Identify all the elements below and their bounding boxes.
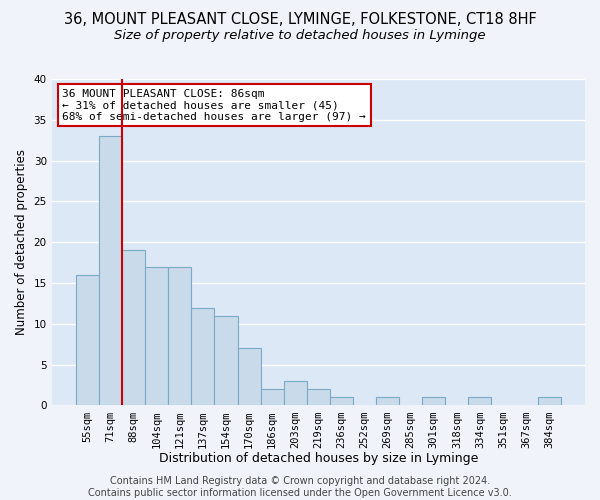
Text: 36 MOUNT PLEASANT CLOSE: 86sqm
← 31% of detached houses are smaller (45)
68% of : 36 MOUNT PLEASANT CLOSE: 86sqm ← 31% of … — [62, 89, 366, 122]
Bar — [122, 250, 145, 406]
X-axis label: Distribution of detached houses by size in Lyminge: Distribution of detached houses by size … — [158, 452, 478, 465]
Bar — [99, 136, 122, 406]
Bar — [376, 398, 399, 406]
Bar — [538, 398, 561, 406]
Bar — [307, 389, 330, 406]
Text: 36, MOUNT PLEASANT CLOSE, LYMINGE, FOLKESTONE, CT18 8HF: 36, MOUNT PLEASANT CLOSE, LYMINGE, FOLKE… — [64, 12, 536, 28]
Bar — [238, 348, 260, 406]
Y-axis label: Number of detached properties: Number of detached properties — [15, 149, 28, 335]
Bar — [76, 275, 99, 406]
Bar — [168, 266, 191, 406]
Bar — [284, 381, 307, 406]
Bar — [191, 308, 214, 406]
Text: Size of property relative to detached houses in Lyminge: Size of property relative to detached ho… — [114, 29, 486, 42]
Bar — [145, 266, 168, 406]
Bar — [214, 316, 238, 406]
Bar — [260, 389, 284, 406]
Bar — [330, 398, 353, 406]
Bar — [469, 398, 491, 406]
Bar — [422, 398, 445, 406]
Text: Contains HM Land Registry data © Crown copyright and database right 2024.
Contai: Contains HM Land Registry data © Crown c… — [88, 476, 512, 498]
